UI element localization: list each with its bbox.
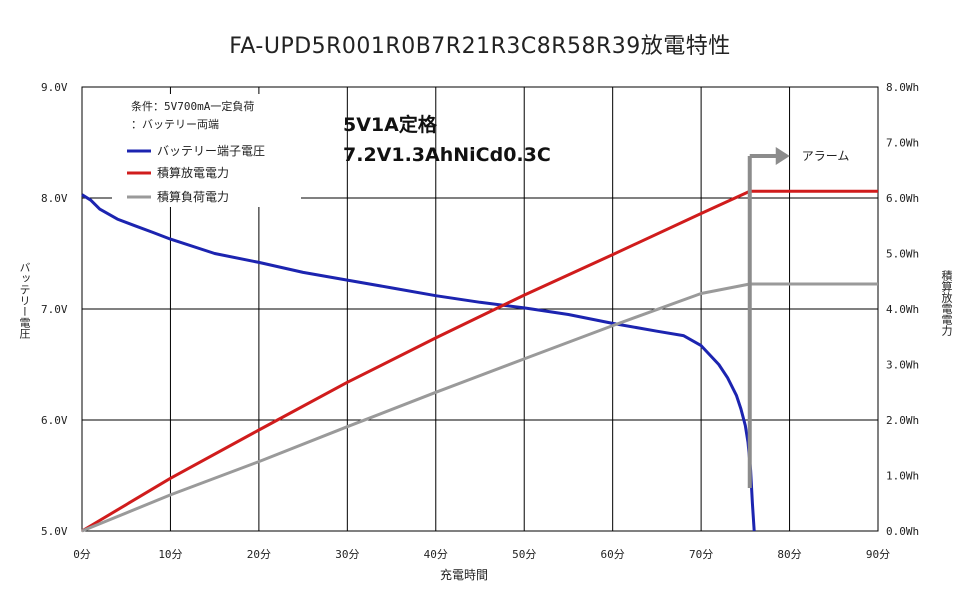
- spec-annotation-battery: 7.2V1.3AhNiCd0.3C: [343, 144, 551, 166]
- y2-tick-label: 5.0Wh: [886, 248, 919, 261]
- alarm-label: アラーム: [802, 149, 850, 163]
- y-tick-label: 9.0V: [41, 81, 68, 94]
- y2-tick-label: 3.0Wh: [886, 359, 919, 372]
- x-tick-label: 50分: [512, 548, 536, 561]
- y-tick-label: 5.0V: [41, 525, 68, 538]
- y2-tick-label: 8.0Wh: [886, 81, 919, 94]
- x-tick-label: 80分: [777, 548, 801, 561]
- y2-axis-label: 積算放電電力: [940, 270, 953, 336]
- y-axis-label: バッテリー電圧: [18, 262, 31, 339]
- legend-condition-line1: 条件：5V700mA一定負荷: [131, 99, 254, 113]
- series-layer: [81, 189, 878, 533]
- spec-annotation-rating: 5V1A定格: [343, 114, 437, 136]
- chart-title: FA-UPD5R001R0B7R21R3C8R58R39放電特性: [229, 34, 731, 59]
- legend: 条件：5V700mA一定負荷 ：バッテリー両端バッテリー端子電圧積算放電電力積算負…: [112, 94, 301, 207]
- y-tick-label: 6.0V: [41, 414, 68, 427]
- x-axis-label: 充電時間: [440, 568, 489, 582]
- y2-tick-label: 1.0Wh: [886, 470, 919, 483]
- series-line: [81, 189, 878, 533]
- plot-frame: [81, 86, 879, 532]
- legend-entry: バッテリー端子電圧: [157, 144, 265, 158]
- x-tick-label: 40分: [424, 548, 448, 561]
- x-tick-label: 70分: [689, 548, 713, 561]
- x-tick-label: 10分: [158, 548, 182, 561]
- alarm-arrow-head: [775, 147, 790, 165]
- legend-entry: 積算負荷電力: [157, 189, 229, 204]
- series-line: [81, 282, 878, 533]
- y-tick-labels: 5.0V 6.0V 7.0V 8.0V 9.0V: [41, 81, 68, 538]
- alarm-annotation: アラーム: [747, 147, 850, 488]
- x-tick-labels: 0分 10分 20分 30分 40分 50分 60分 70分 80分 90分: [73, 548, 890, 561]
- x-tick-label: 90分: [866, 548, 890, 561]
- plot-border: [81, 86, 879, 532]
- x-tick-label: 30分: [335, 548, 359, 561]
- y2-tick-label: 4.0Wh: [886, 303, 919, 316]
- legend-condition-line2: ：バッテリー両端: [131, 118, 219, 131]
- x-tick-label: 0分: [73, 548, 91, 561]
- y2-tick-label: 6.0Wh: [886, 192, 919, 205]
- series-line: [81, 193, 756, 532]
- y2-tick-labels: 0.0Wh 1.0Wh 2.0Wh 3.0Wh 4.0Wh 5.0Wh 6.0Wh 7.0Wh…: [886, 81, 919, 538]
- y2-tick-label: 2.0Wh: [886, 414, 919, 427]
- y-tick-label: 8.0V: [41, 192, 68, 205]
- x-tick-label: 20分: [247, 548, 271, 561]
- y2-tick-label: 0.0Wh: [886, 525, 919, 538]
- x-tick-label: 60分: [601, 548, 625, 561]
- legend-entry: 積算放電電力: [157, 165, 229, 180]
- y2-tick-label: 7.0Wh: [886, 137, 919, 150]
- y-tick-label: 7.0V: [41, 303, 68, 316]
